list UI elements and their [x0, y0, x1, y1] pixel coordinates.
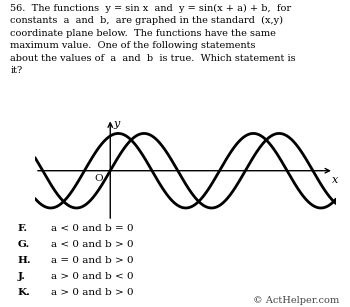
Text: K.: K.: [18, 288, 30, 297]
Text: J.: J.: [18, 272, 26, 281]
Text: F.: F.: [18, 224, 28, 233]
Text: 56.  The functions  y = sin x  and  y = sin(x + a) + b,  for
constants  a  and  : 56. The functions y = sin x and y = sin(…: [10, 4, 296, 76]
Text: a = 0 and b > 0: a = 0 and b > 0: [51, 256, 133, 265]
Text: x: x: [332, 175, 338, 185]
Text: a < 0 and b > 0: a < 0 and b > 0: [51, 240, 133, 249]
Text: a > 0 and b > 0: a > 0 and b > 0: [51, 288, 133, 297]
Text: © ActHelper.com: © ActHelper.com: [253, 296, 340, 305]
Text: a > 0 and b < 0: a > 0 and b < 0: [51, 272, 133, 281]
Text: H.: H.: [18, 256, 31, 265]
Text: y: y: [113, 119, 120, 129]
Text: G.: G.: [18, 240, 30, 249]
Text: a < 0 and b = 0: a < 0 and b = 0: [51, 224, 133, 233]
Text: O: O: [94, 174, 103, 183]
